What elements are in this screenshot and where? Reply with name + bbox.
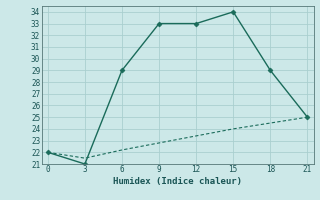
X-axis label: Humidex (Indice chaleur): Humidex (Indice chaleur): [113, 177, 242, 186]
